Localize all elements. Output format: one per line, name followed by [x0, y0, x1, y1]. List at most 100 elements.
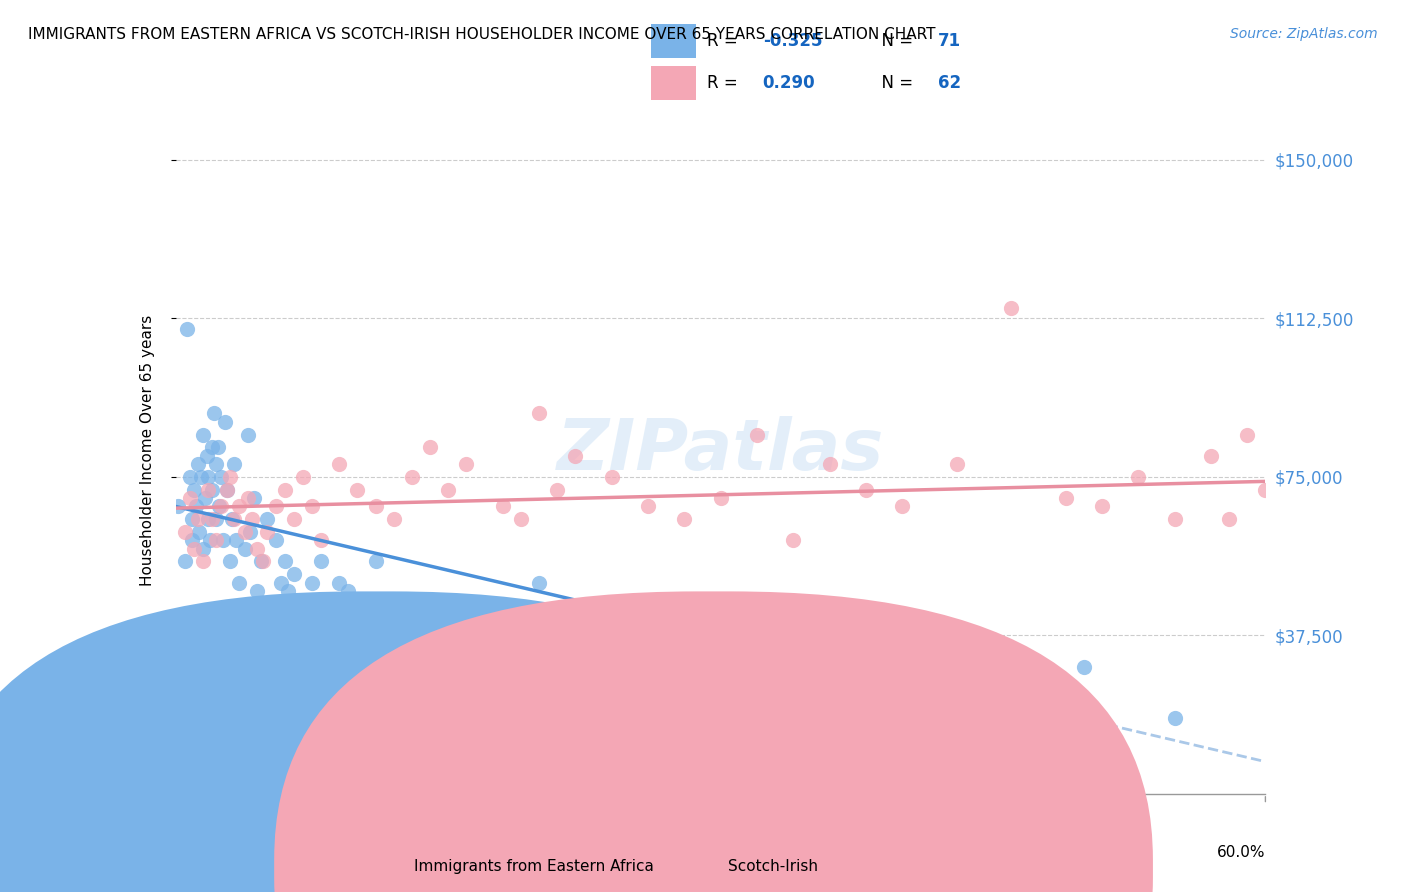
Point: [301, 500, 323, 514]
Point: [1000, 301, 1022, 315]
Point: [891, 500, 914, 514]
Point: [233, 541, 256, 556]
Point: [243, 491, 266, 505]
Point: [509, 512, 531, 526]
Point: [1236, 427, 1258, 442]
Point: [1327, 470, 1350, 484]
Text: 0.290: 0.290: [762, 74, 815, 92]
Point: [191, 427, 214, 442]
Text: IMMIGRANTS FROM EASTERN AFRICA VS SCOTCH-IRISH HOUSEHOLDER INCOME OVER 65 YEARS : IMMIGRANTS FROM EASTERN AFRICA VS SCOTCH…: [28, 27, 935, 42]
Text: 60.0%: 60.0%: [1218, 845, 1265, 860]
Point: [1199, 449, 1222, 463]
Point: [197, 483, 219, 497]
Point: [456, 457, 478, 471]
Point: [564, 449, 586, 463]
Point: [186, 512, 209, 526]
Point: [201, 512, 224, 526]
Point: [337, 584, 360, 599]
Point: [546, 483, 568, 497]
Point: [673, 512, 696, 526]
Point: [197, 512, 219, 526]
Point: [228, 575, 250, 590]
Point: [419, 440, 441, 454]
Point: [179, 470, 201, 484]
Point: [309, 554, 332, 568]
Point: [219, 470, 242, 484]
Text: N =: N =: [870, 74, 918, 92]
Point: [191, 541, 214, 556]
Point: [181, 533, 204, 548]
Point: [1272, 457, 1295, 471]
Point: [183, 483, 205, 497]
Point: [527, 407, 550, 421]
Point: [818, 639, 841, 653]
Point: [233, 524, 256, 539]
Point: [250, 554, 273, 568]
Point: [600, 470, 623, 484]
Point: [291, 597, 314, 611]
Point: [401, 470, 423, 484]
Text: Scotch-Irish: Scotch-Irish: [728, 859, 818, 874]
Bar: [651, 24, 696, 58]
Point: [222, 512, 245, 526]
Point: [215, 483, 238, 497]
Point: [191, 554, 214, 568]
Point: [763, 626, 786, 640]
Point: [492, 500, 515, 514]
Point: [238, 427, 260, 442]
Point: [710, 609, 733, 624]
Point: [221, 512, 243, 526]
Point: [201, 440, 224, 454]
Point: [291, 470, 314, 484]
Point: [209, 470, 232, 484]
Point: [346, 597, 368, 611]
Point: [260, 597, 283, 611]
Point: [1291, 500, 1313, 514]
Point: [283, 567, 305, 582]
Y-axis label: Householder Income Over 65 years: Householder Income Over 65 years: [141, 315, 155, 586]
Point: [240, 512, 263, 526]
Point: [401, 597, 423, 611]
Point: [204, 512, 226, 526]
Point: [1218, 512, 1240, 526]
Point: [873, 651, 896, 665]
Point: [228, 500, 250, 514]
Point: [208, 500, 231, 514]
Point: [184, 500, 207, 514]
Point: [197, 470, 219, 484]
Text: Source: ZipAtlas.com: Source: ZipAtlas.com: [1230, 27, 1378, 41]
Point: [309, 533, 332, 548]
Point: [945, 457, 967, 471]
Point: [1073, 660, 1095, 674]
Point: [1128, 470, 1150, 484]
Point: [179, 491, 201, 505]
Text: R =: R =: [707, 74, 742, 92]
Point: [1054, 491, 1077, 505]
Point: [346, 483, 368, 497]
Point: [186, 457, 209, 471]
Point: [176, 322, 198, 336]
Point: [212, 533, 235, 548]
Point: [238, 491, 260, 505]
Point: [194, 491, 217, 505]
Point: [600, 617, 623, 632]
Point: [183, 541, 205, 556]
Point: [207, 440, 229, 454]
Text: N =: N =: [870, 32, 918, 50]
Point: [200, 533, 222, 548]
Text: ZIPatlas: ZIPatlas: [557, 416, 884, 485]
Text: 62: 62: [938, 74, 960, 92]
Point: [855, 483, 877, 497]
Point: [202, 407, 225, 421]
Point: [637, 500, 659, 514]
Point: [219, 554, 242, 568]
Point: [745, 427, 768, 442]
Point: [527, 575, 550, 590]
Point: [188, 524, 211, 539]
Point: [945, 626, 967, 640]
Point: [201, 483, 224, 497]
Text: 71: 71: [938, 32, 960, 50]
Point: [456, 597, 478, 611]
Point: [1163, 512, 1185, 526]
Point: [173, 554, 195, 568]
